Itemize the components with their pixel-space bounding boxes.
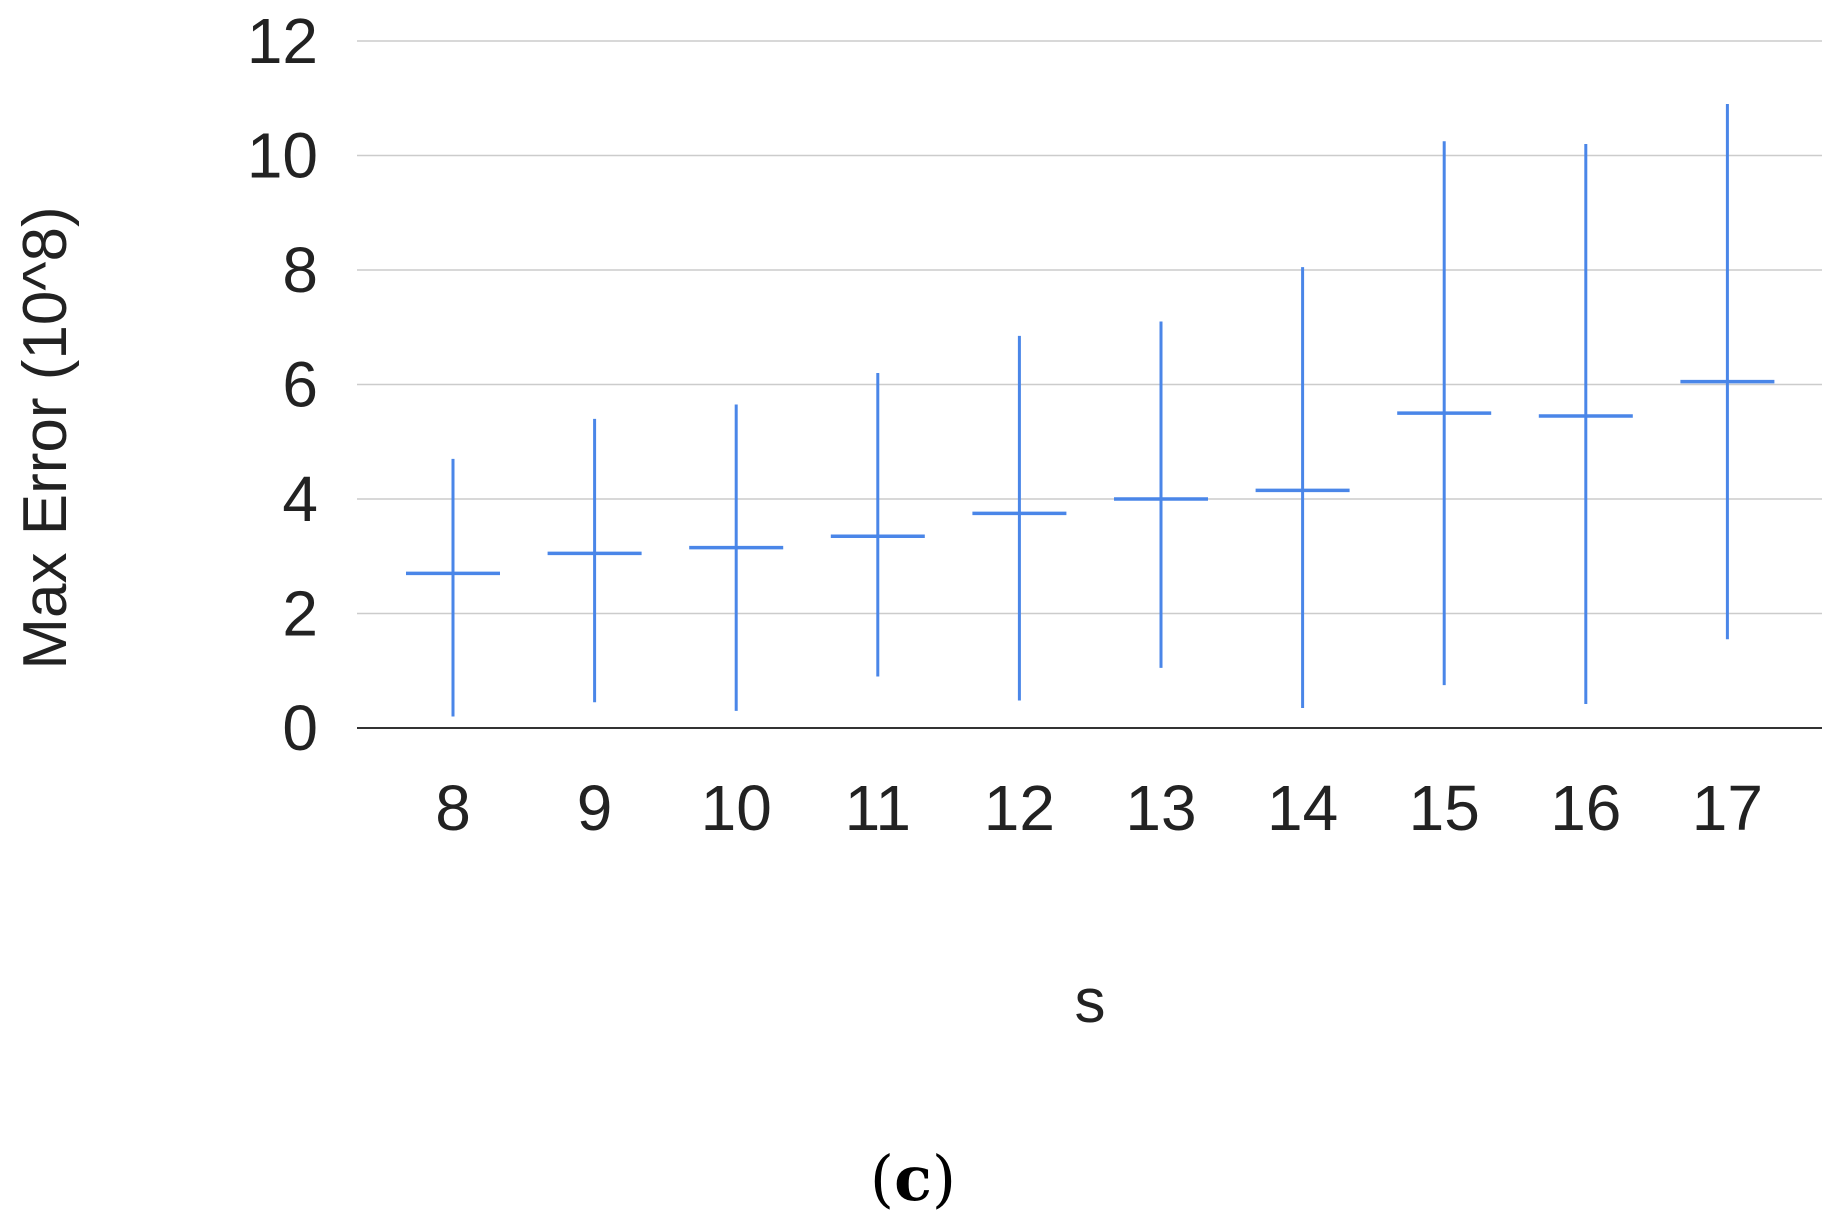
y-tick-labels: 0 2 4 6 8 10 12 [247, 5, 318, 764]
x-tick-label: 10 [701, 772, 772, 844]
y-tick-label: 8 [282, 234, 318, 306]
x-tick-label: 8 [435, 772, 471, 844]
x-tick-label: 16 [1550, 772, 1621, 844]
y-tick-label: 0 [282, 692, 318, 764]
x-tick-label: 9 [577, 772, 613, 844]
y-tick-label: 10 [247, 120, 318, 192]
x-tick-label: 15 [1409, 772, 1480, 844]
y-tick-label: 2 [282, 578, 318, 650]
gridlines [357, 40, 1822, 729]
caption-open-paren: ( [870, 1142, 894, 1215]
y-tick-label: 4 [282, 463, 318, 535]
y-tick-label: 6 [282, 349, 318, 421]
caption-letter: c [894, 1142, 932, 1215]
x-tick-label: 12 [984, 772, 1055, 844]
caption-close-paren: ) [932, 1142, 956, 1215]
x-tick-label: 17 [1692, 772, 1763, 844]
data-marks [406, 103, 1775, 717]
x-tick-label: 11 [845, 772, 911, 844]
x-tick-label: 13 [1125, 772, 1196, 844]
x-tick-labels: 8 9 10 11 12 13 14 15 16 17 [435, 772, 1763, 844]
x-axis-title: s [1075, 967, 1106, 1036]
figure-caption: (c) [870, 1142, 956, 1215]
x-tick-label: 14 [1267, 772, 1338, 844]
y-tick-label: 12 [247, 5, 318, 77]
y-axis-title: Max Error (10^8) [11, 206, 80, 669]
